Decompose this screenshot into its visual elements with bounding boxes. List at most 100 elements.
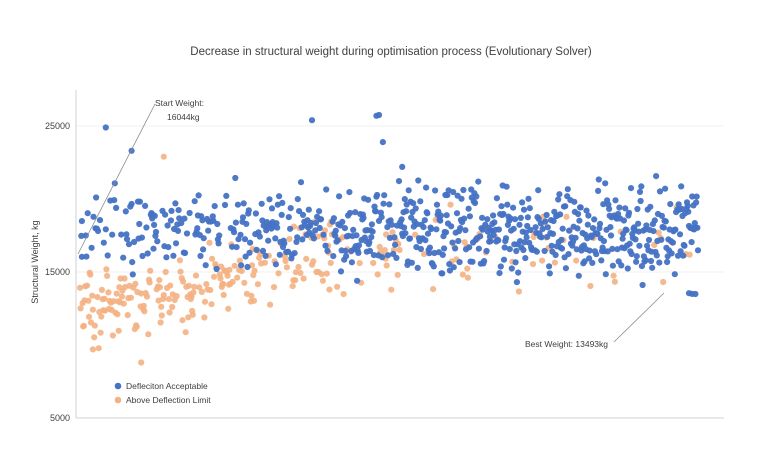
point-acceptable bbox=[170, 252, 177, 259]
point-acceptable bbox=[667, 201, 674, 208]
point-acceptable bbox=[446, 261, 453, 268]
point-acceptable bbox=[223, 192, 230, 199]
point-above-limit bbox=[94, 294, 101, 301]
point-above-limit bbox=[173, 293, 180, 300]
point-acceptable bbox=[310, 235, 317, 242]
point-acceptable bbox=[484, 216, 491, 223]
point-acceptable bbox=[674, 252, 682, 259]
point-acceptable bbox=[535, 187, 542, 194]
point-acceptable bbox=[513, 247, 520, 255]
point-acceptable bbox=[172, 240, 180, 247]
point-acceptable bbox=[242, 253, 249, 260]
point-above-limit bbox=[132, 280, 139, 287]
point-acceptable bbox=[104, 252, 111, 259]
point-acceptable bbox=[428, 225, 435, 233]
point-acceptable bbox=[216, 232, 223, 239]
point-acceptable bbox=[633, 253, 640, 260]
point-above-limit bbox=[573, 257, 580, 264]
point-acceptable bbox=[523, 234, 530, 241]
point-acceptable bbox=[233, 244, 240, 251]
point-acceptable bbox=[442, 229, 450, 236]
point-above-limit bbox=[162, 268, 169, 276]
point-acceptable bbox=[583, 207, 590, 214]
point-acceptable bbox=[152, 228, 160, 236]
point-acceptable bbox=[522, 255, 529, 262]
point-above-limit bbox=[686, 251, 693, 258]
point-acceptable bbox=[576, 217, 583, 224]
point-acceptable bbox=[366, 239, 373, 246]
point-above-limit bbox=[236, 257, 243, 264]
point-acceptable bbox=[668, 250, 675, 257]
point-acceptable bbox=[93, 194, 100, 201]
point-acceptable bbox=[352, 209, 359, 216]
point-acceptable bbox=[685, 208, 692, 215]
legend: Defleciton Acceptable Above Deflection L… bbox=[114, 381, 211, 405]
point-acceptable bbox=[221, 201, 229, 209]
point-acceptable bbox=[477, 233, 484, 240]
point-acceptable bbox=[183, 230, 191, 237]
point-acceptable bbox=[585, 212, 592, 219]
point-above-limit bbox=[189, 311, 196, 318]
point-acceptable bbox=[441, 245, 448, 252]
y-tick-labels: 25000 15000 5000 bbox=[45, 121, 70, 423]
point-acceptable bbox=[656, 188, 664, 195]
point-acceptable bbox=[541, 247, 548, 255]
point-acceptable bbox=[259, 247, 267, 254]
point-acceptable bbox=[281, 240, 288, 247]
point-acceptable bbox=[577, 204, 584, 211]
point-acceptable bbox=[214, 220, 221, 228]
point-acceptable bbox=[680, 252, 687, 259]
point-acceptable bbox=[343, 253, 350, 260]
point-acceptable bbox=[355, 249, 362, 256]
point-above-limit bbox=[91, 322, 98, 329]
point-above-limit bbox=[539, 257, 546, 264]
point-acceptable bbox=[647, 203, 654, 210]
y-tick-label: 25000 bbox=[45, 121, 70, 131]
point-above-limit bbox=[340, 291, 347, 298]
point-acceptable bbox=[294, 234, 301, 241]
point-acceptable bbox=[475, 178, 482, 185]
point-acceptable bbox=[415, 177, 422, 184]
point-acceptable bbox=[515, 269, 522, 276]
point-acceptable bbox=[595, 187, 602, 194]
point-above-limit bbox=[98, 286, 105, 293]
point-acceptable bbox=[490, 232, 497, 239]
point-above-limit bbox=[97, 329, 104, 336]
point-acceptable bbox=[596, 220, 604, 227]
point-above-limit bbox=[241, 279, 248, 286]
point-above-limit bbox=[203, 281, 210, 288]
point-acceptable bbox=[426, 250, 433, 257]
best-weight-leader bbox=[613, 292, 665, 343]
point-acceptable bbox=[584, 221, 591, 228]
point-acceptable bbox=[559, 225, 566, 232]
point-acceptable bbox=[466, 244, 473, 251]
point-acceptable bbox=[483, 247, 490, 255]
point-acceptable bbox=[194, 225, 201, 232]
point-acceptable bbox=[653, 252, 660, 259]
point-acceptable bbox=[118, 231, 125, 238]
point-above-limit bbox=[210, 273, 218, 280]
point-above-limit bbox=[89, 346, 96, 353]
point-above-limit bbox=[254, 281, 261, 288]
point-acceptable bbox=[142, 202, 149, 209]
point-above-limit bbox=[147, 267, 154, 274]
point-acceptable bbox=[241, 236, 249, 243]
point-acceptable bbox=[128, 200, 135, 208]
point-acceptable bbox=[294, 196, 301, 203]
point-acceptable bbox=[586, 247, 593, 254]
point-acceptable bbox=[401, 196, 408, 203]
point-acceptable bbox=[232, 174, 239, 182]
point-acceptable bbox=[150, 245, 157, 252]
point-above-limit bbox=[191, 283, 198, 290]
data-points bbox=[76, 111, 702, 366]
point-acceptable bbox=[636, 242, 643, 249]
point-acceptable bbox=[256, 233, 263, 240]
point-acceptable bbox=[379, 139, 386, 146]
point-acceptable bbox=[168, 207, 175, 214]
point-acceptable bbox=[287, 225, 294, 232]
point-acceptable bbox=[238, 262, 245, 269]
point-acceptable bbox=[453, 210, 461, 217]
point-above-limit bbox=[318, 271, 325, 278]
point-acceptable bbox=[532, 224, 539, 231]
point-above-limit bbox=[220, 291, 227, 299]
